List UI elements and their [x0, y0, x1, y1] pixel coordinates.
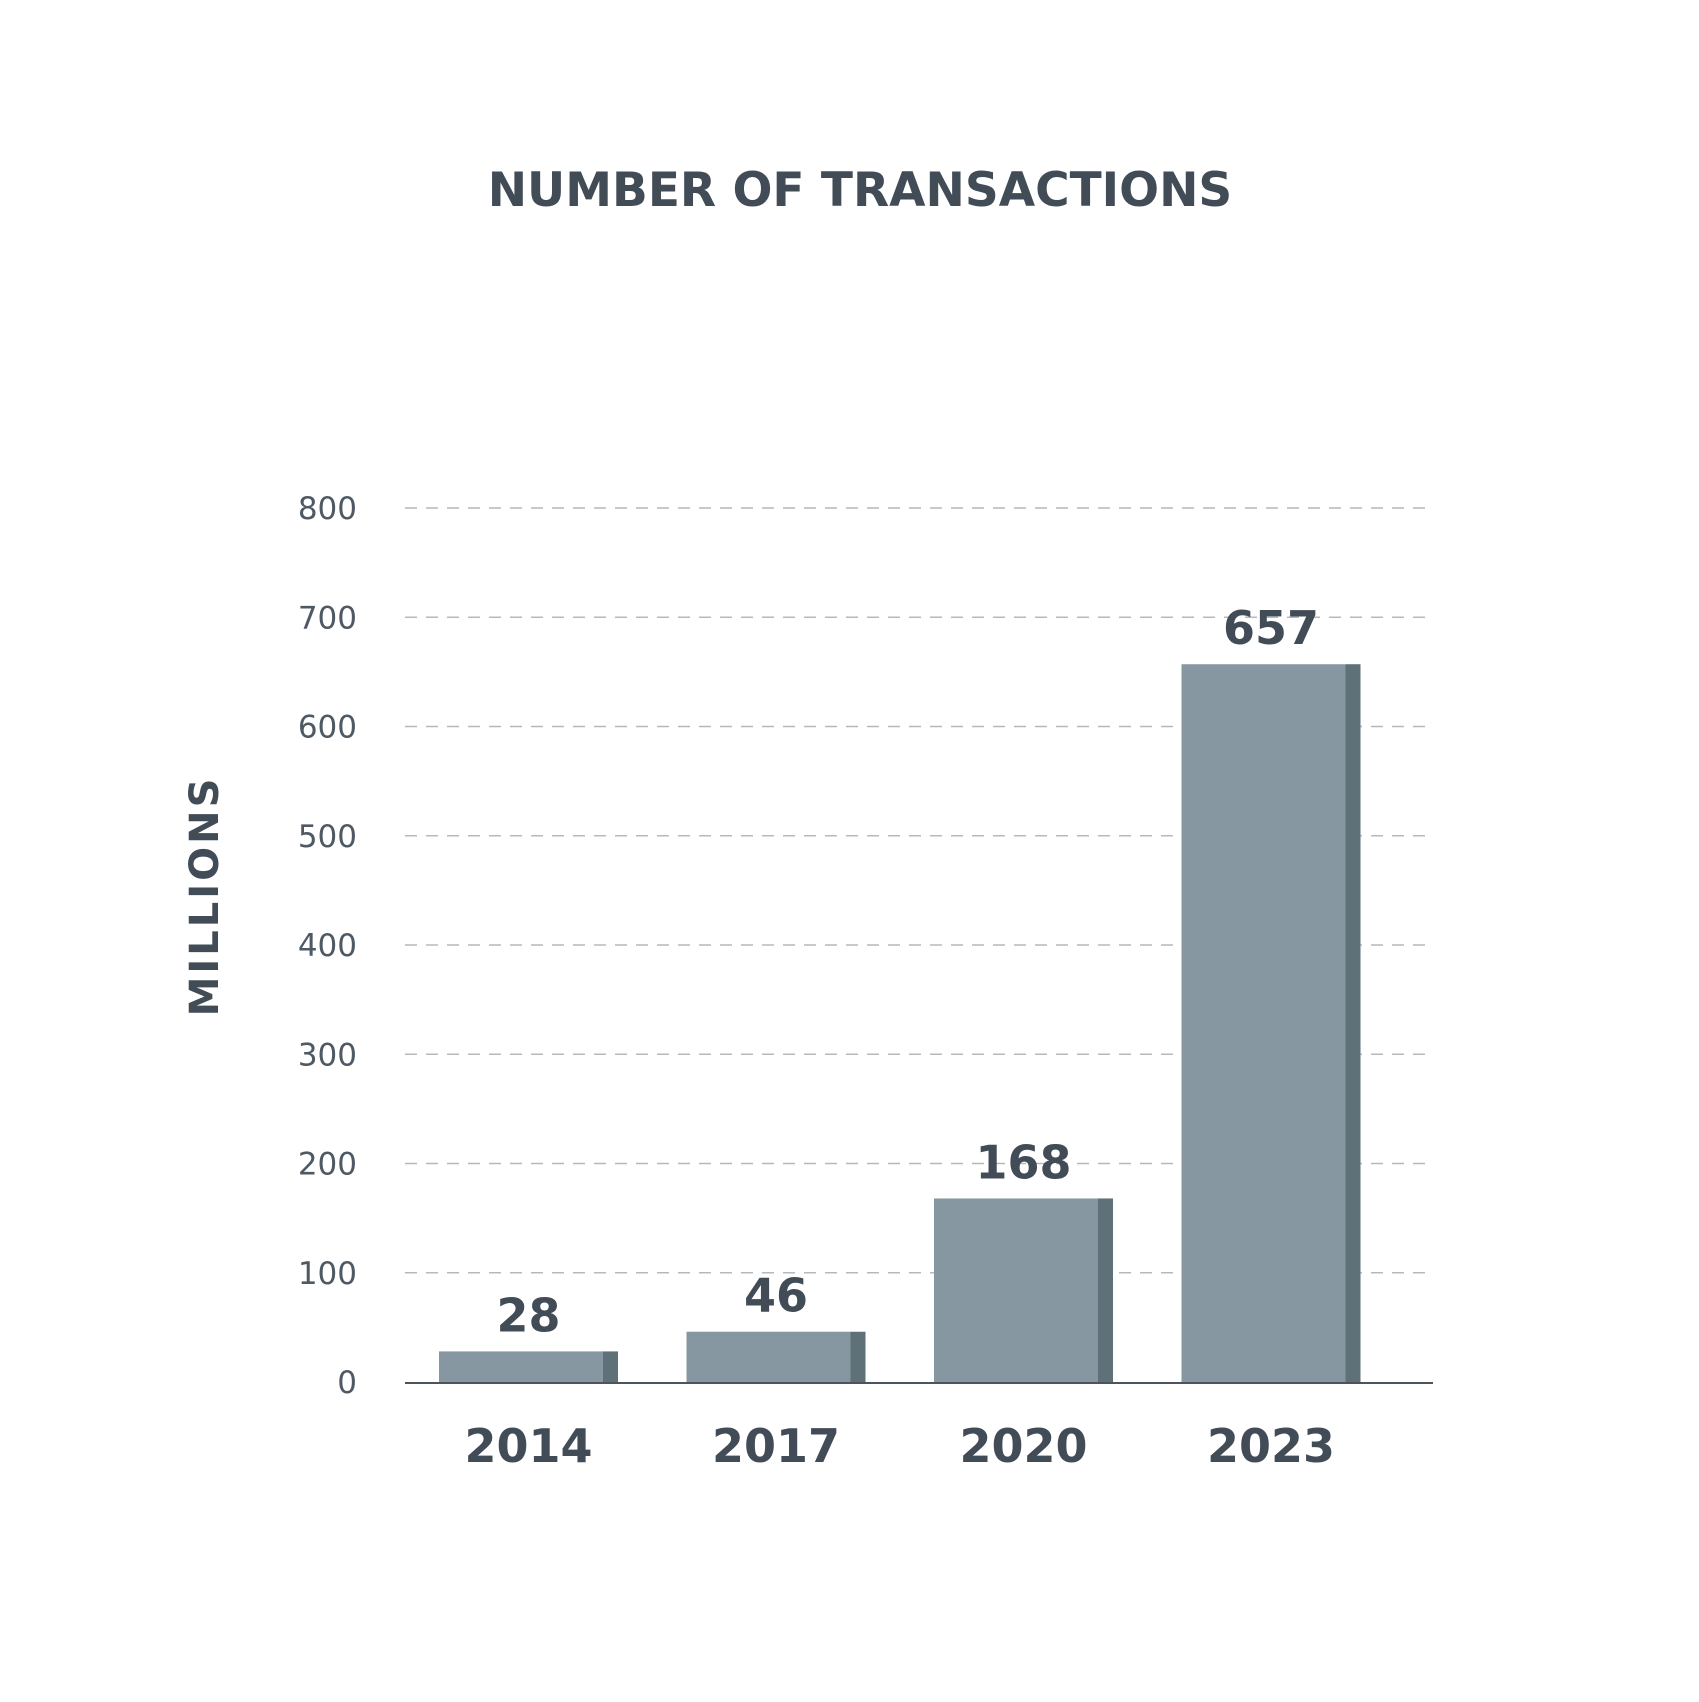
x-tick-label: 2020: [959, 1419, 1087, 1473]
bar: [934, 1198, 1113, 1382]
bar-face: [439, 1351, 603, 1382]
bars: [439, 664, 1361, 1382]
bar-face: [686, 1331, 851, 1382]
bar: [1181, 664, 1361, 1382]
x-tick-label: 2023: [1207, 1419, 1335, 1473]
bar-side: [850, 1331, 866, 1382]
bar-side: [1345, 664, 1361, 1382]
grid-lines: [405, 507, 1433, 1274]
bar-side: [603, 1351, 618, 1382]
data-label: 168: [975, 1135, 1071, 1189]
y-tick-label: 400: [298, 928, 357, 964]
x-tick-label: 2014: [464, 1419, 592, 1473]
bar-face: [934, 1198, 1098, 1382]
y-tick-label: 100: [298, 1256, 357, 1292]
y-tick-label: 600: [298, 710, 357, 746]
bar: [686, 1331, 866, 1382]
y-axis-label: MILLIONS: [182, 776, 228, 1017]
bar: [439, 1351, 618, 1382]
data-label: 46: [744, 1269, 808, 1323]
y-tick-label: 500: [298, 819, 357, 855]
data-label: 28: [496, 1288, 560, 1342]
y-axis-ticks: 0 100 200 300 400 500 600 700 800: [298, 491, 357, 1401]
x-axis-ticks: 2014 2017 2020 2023: [464, 1419, 1335, 1473]
bar-face: [1181, 664, 1346, 1382]
bar-side: [1098, 1198, 1113, 1382]
chart-title: NUMBER OF TRANSACTIONS: [488, 163, 1233, 218]
y-tick-label: 0: [337, 1365, 357, 1401]
data-labels: 28 46 168 657: [496, 601, 1319, 1342]
y-tick-label: 700: [298, 600, 357, 636]
data-label: 657: [1223, 601, 1319, 655]
y-tick-label: 800: [298, 491, 357, 527]
x-tick-label: 2017: [712, 1419, 840, 1473]
y-tick-label: 200: [298, 1147, 357, 1183]
y-tick-label: 300: [298, 1037, 357, 1073]
